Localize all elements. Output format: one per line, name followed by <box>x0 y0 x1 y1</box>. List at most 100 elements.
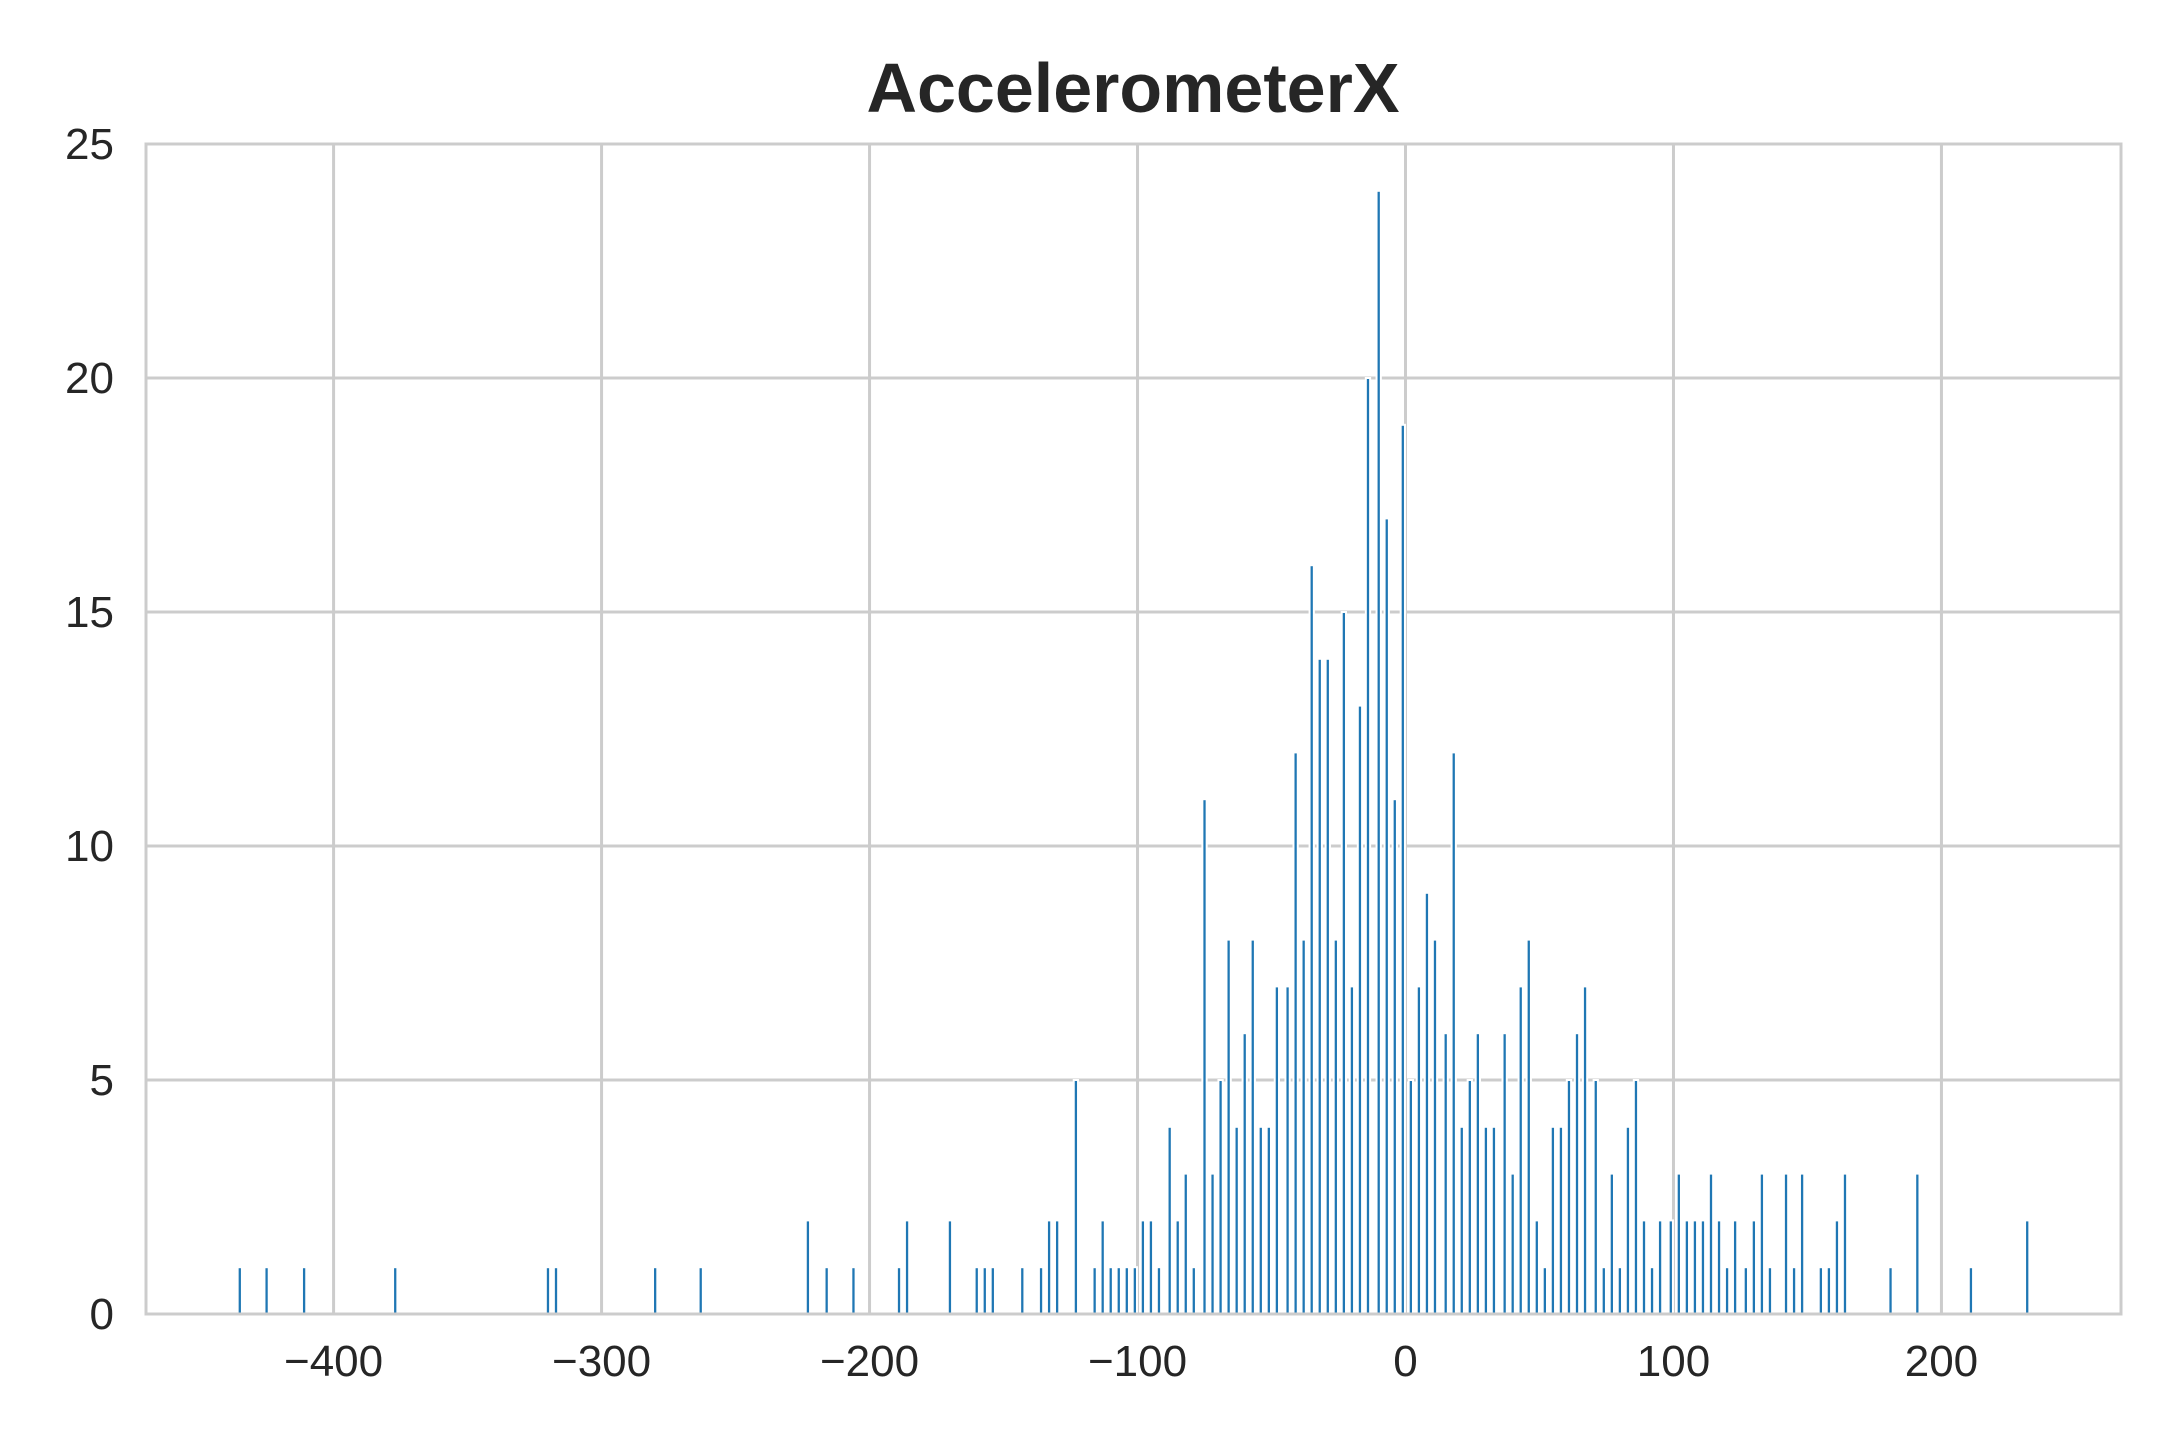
histogram-bar <box>1715 1219 1723 1316</box>
histogram-bar <box>1273 985 1281 1316</box>
histogram-bar <box>1182 1172 1189 1315</box>
histogram-bar <box>1407 1079 1415 1315</box>
histogram-bar <box>1241 1032 1248 1315</box>
histogram-bar <box>1225 938 1232 1315</box>
x-tick-label: 100 <box>1637 1337 1710 1386</box>
histogram-bar <box>1541 1266 1548 1315</box>
histogram-bar <box>1466 1079 1473 1315</box>
y-tick-label: 0 <box>90 1290 114 1339</box>
histogram-bar <box>1364 377 1372 1315</box>
histogram-bar <box>1691 1219 1699 1316</box>
histogram-bar <box>1742 1266 1749 1315</box>
histogram-bar <box>850 1266 857 1315</box>
histogram-bar <box>1399 423 1406 1315</box>
histogram-bar <box>1348 985 1356 1316</box>
histogram-bar <box>1790 1266 1798 1315</box>
histogram-bar <box>1174 1219 1181 1316</box>
histogram-bar <box>1072 1079 1080 1315</box>
histogram-bar <box>1667 1219 1674 1316</box>
chart-title: AccelerometerX <box>866 49 1399 127</box>
histogram-bar <box>1509 1172 1516 1315</box>
y-tick-label: 5 <box>90 1056 114 1105</box>
histogram-bar <box>1632 1079 1640 1315</box>
histogram-bar <box>1817 1266 1825 1315</box>
histogram-bar <box>2024 1219 2031 1316</box>
histogram-bar <box>1517 985 1524 1316</box>
x-tick-label: −200 <box>820 1337 919 1386</box>
histogram-bar <box>1053 1219 1061 1316</box>
histogram-bar <box>1525 938 1532 1315</box>
x-axis-ticks: −400 −300 −200 −100 0 100 200 <box>284 1337 1978 1386</box>
histogram-bar <box>263 1266 270 1315</box>
histogram-bar <box>1099 1219 1106 1316</box>
histogram-bar <box>1474 1032 1481 1315</box>
histogram-bar <box>1166 1125 1173 1316</box>
histogram-bar <box>981 1266 988 1315</box>
histogram-bar <box>1340 611 1348 1315</box>
x-tick-label: 200 <box>1905 1337 1978 1386</box>
histogram-bar <box>1458 1125 1465 1316</box>
histogram-bar <box>544 1266 552 1315</box>
x-tick-label: −100 <box>1088 1337 1187 1386</box>
x-tick-label: 0 <box>1393 1337 1417 1386</box>
histogram-bar <box>973 1266 980 1315</box>
histogram-bar <box>1356 704 1364 1315</box>
histogram-bar <box>1592 1079 1599 1315</box>
histogram-bar <box>1233 1125 1240 1316</box>
histogram-bar <box>1037 1266 1045 1315</box>
histogram-bar <box>1723 1266 1731 1315</box>
histogram-bar <box>1431 938 1439 1315</box>
histogram-bar <box>1766 1266 1774 1315</box>
x-gridlines <box>332 144 1943 1314</box>
y-tick-label: 25 <box>65 120 114 169</box>
histogram-bar <box>1115 1266 1122 1315</box>
histogram-bar <box>300 1266 308 1315</box>
histogram-bar <box>903 1219 911 1316</box>
histogram-bar <box>1257 1125 1264 1316</box>
histogram-bar <box>895 1266 903 1315</box>
histogram-bar <box>1316 657 1323 1315</box>
histogram-bar <box>1533 1219 1540 1316</box>
histogram-bar <box>804 1219 812 1316</box>
histogram-bar <box>1798 1172 1806 1315</box>
histogram-bar <box>1155 1266 1163 1315</box>
histogram-bar <box>1131 1266 1138 1315</box>
histogram-bar <box>1565 1079 1573 1315</box>
histogram-bar <box>1675 1172 1682 1315</box>
histogram-bar <box>1190 1266 1197 1315</box>
histogram-bar <box>1391 798 1398 1315</box>
histogram-bar <box>1648 1266 1656 1315</box>
histogram-bar <box>1209 1172 1216 1315</box>
histogram-bar <box>1423 891 1431 1315</box>
histogram-bar <box>1249 938 1256 1315</box>
histogram-bar <box>1284 985 1291 1316</box>
histogram-bar <box>1107 1266 1114 1315</box>
histogram-bar <box>552 1266 560 1315</box>
histogram-bar <box>236 1266 243 1315</box>
histogram-bar <box>1782 1172 1790 1315</box>
plot-frame <box>144 142 2123 1316</box>
histogram-bar <box>1139 1219 1147 1316</box>
histogram-bar <box>392 1266 399 1315</box>
x-tick-label: −400 <box>284 1337 383 1386</box>
histogram-bar <box>989 1266 996 1315</box>
histogram-bar <box>1019 1266 1026 1315</box>
histogram-bar <box>1731 1219 1739 1316</box>
histogram-bar <box>1375 189 1382 1315</box>
y-tick-label: 15 <box>65 588 114 637</box>
histogram-bar <box>1123 1266 1130 1315</box>
histogram-bar <box>1914 1172 1921 1315</box>
histogram-bar <box>1581 985 1589 1316</box>
histogram-bar <box>1490 1125 1498 1316</box>
histogram-bar <box>1147 1219 1155 1316</box>
histogram-bar <box>1640 1219 1648 1316</box>
histogram-bar <box>1265 1125 1272 1316</box>
histogram-bar <box>1608 1172 1615 1315</box>
histogram-bar <box>1707 1172 1715 1315</box>
histogram-bar <box>1217 1079 1224 1315</box>
histogram-bar <box>1091 1266 1098 1315</box>
histogram-bar <box>1600 1266 1607 1315</box>
histogram-bar <box>1415 985 1423 1316</box>
histogram-bar <box>1833 1219 1841 1316</box>
